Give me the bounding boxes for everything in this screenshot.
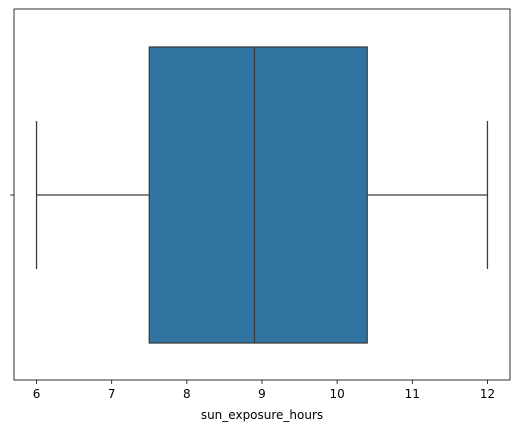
plot-area [35, 46, 489, 344]
x-tick-label: 6 [33, 387, 41, 401]
iqr-box [148, 46, 368, 344]
x-tick-label: 8 [183, 387, 191, 401]
x-axis-label: sun_exposure_hours [201, 408, 323, 422]
x-tick-label: 9 [258, 387, 266, 401]
x-tick-label: 7 [108, 387, 116, 401]
x-tick-label: 11 [405, 387, 420, 401]
x-axis-ticks: 6 7 8 9 10 11 12 [33, 380, 495, 401]
x-tick-label: 10 [330, 387, 345, 401]
x-tick-label: 12 [480, 387, 495, 401]
